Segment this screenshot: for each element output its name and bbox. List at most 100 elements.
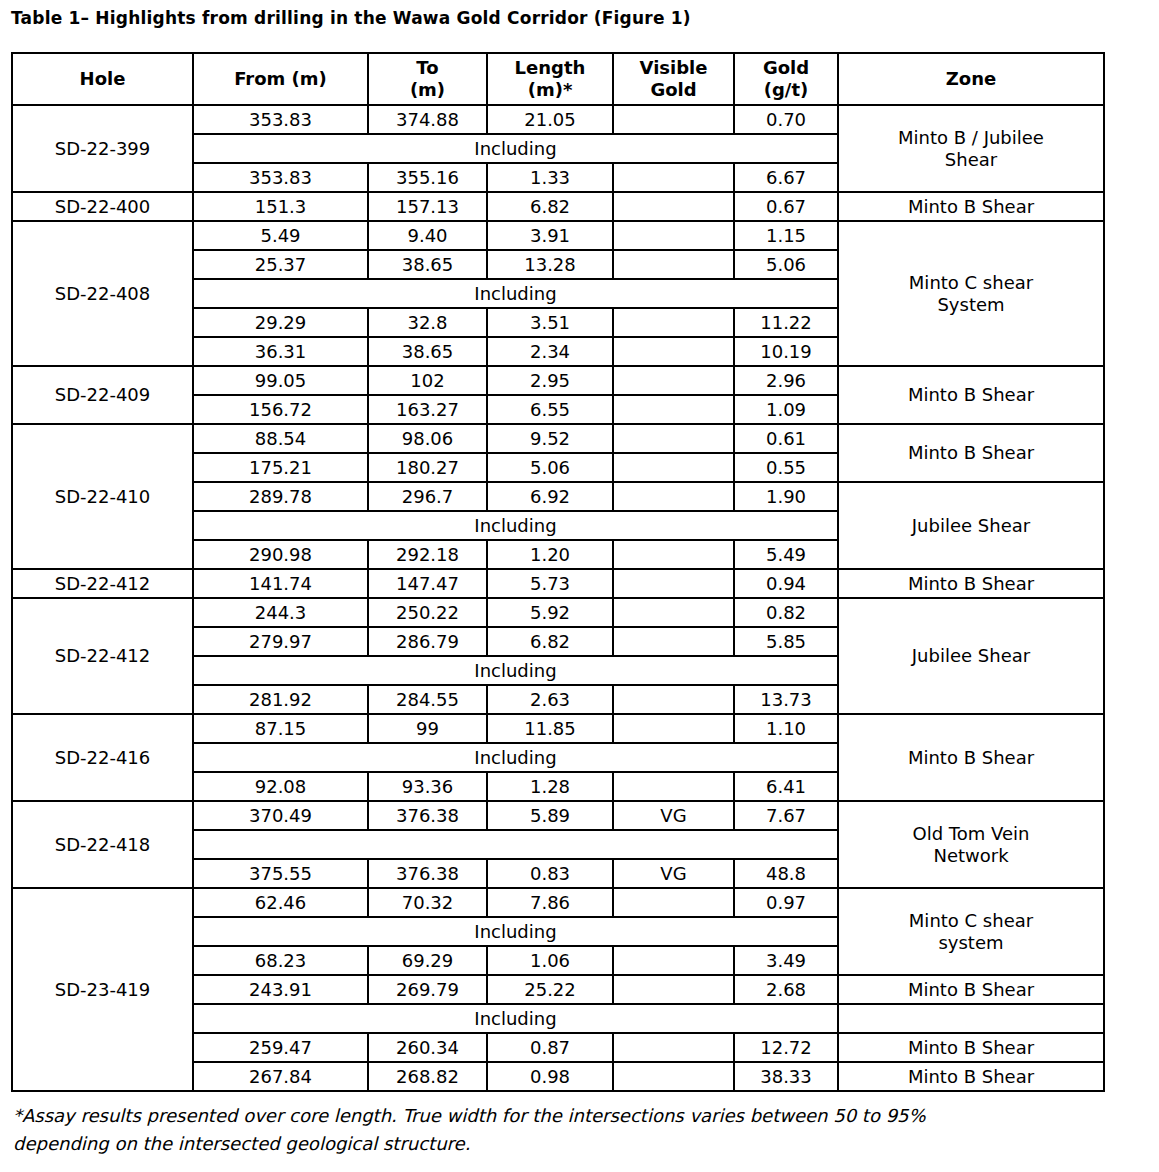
from-cell: 68.23 [193, 946, 368, 975]
zone-cell: Minto B Shear [838, 1062, 1104, 1091]
to-cell: 376.38 [368, 801, 487, 830]
table-row: SD-22-40999.051022.952.96Minto B Shear [12, 366, 1104, 395]
table-row: SD-22-412141.74147.475.730.94Minto B She… [12, 569, 1104, 598]
visible-gold-cell [613, 975, 734, 1004]
zone-cell: Minto C shear system [838, 888, 1104, 975]
gold-cell: 12.72 [734, 1033, 838, 1062]
to-cell: 296.7 [368, 482, 487, 511]
visible-gold-cell [613, 308, 734, 337]
from-cell: 279.97 [193, 627, 368, 656]
length-cell: 6.55 [487, 395, 613, 424]
header-row: HoleFrom (m)To (m)Length (m)*Visible Gol… [12, 53, 1104, 105]
to-cell: 98.06 [368, 424, 487, 453]
hole-cell: SD-22-408 [12, 221, 193, 366]
to-cell: 250.22 [368, 598, 487, 627]
document-page: Table 1– Highlights from drilling in the… [0, 0, 1159, 1172]
to-cell: 284.55 [368, 685, 487, 714]
gold-cell: 2.96 [734, 366, 838, 395]
table-title: Table 1– Highlights from drilling in the… [11, 8, 691, 28]
hole-cell: SD-22-399 [12, 105, 193, 192]
hole-cell: SD-23-419 [12, 888, 193, 1091]
length-cell: 6.82 [487, 192, 613, 221]
from-cell: 267.84 [193, 1062, 368, 1091]
length-cell: 6.92 [487, 482, 613, 511]
from-cell: 289.78 [193, 482, 368, 511]
visible-gold-cell [613, 250, 734, 279]
column-header-from: From (m) [193, 53, 368, 105]
hole-cell: SD-22-418 [12, 801, 193, 888]
table-row: SD-22-41088.5498.069.520.61Minto B Shear [12, 424, 1104, 453]
hole-cell: SD-22-412 [12, 569, 193, 598]
visible-gold-cell [613, 888, 734, 917]
to-cell: 286.79 [368, 627, 487, 656]
visible-gold-cell [613, 685, 734, 714]
visible-gold-cell [613, 946, 734, 975]
from-cell: 141.74 [193, 569, 368, 598]
table-row: SD-22-399353.83374.8821.050.70Minto B / … [12, 105, 1104, 134]
zone-cell: Minto B Shear [838, 569, 1104, 598]
including-cell: Including [193, 134, 838, 163]
zone-cell [838, 1004, 1104, 1033]
to-cell: 38.65 [368, 250, 487, 279]
length-cell: 5.89 [487, 801, 613, 830]
gold-cell: 3.49 [734, 946, 838, 975]
column-header-hole: Hole [12, 53, 193, 105]
column-header-to: To (m) [368, 53, 487, 105]
hole-cell: SD-22-412 [12, 598, 193, 714]
zone-cell: Jubilee Shear [838, 598, 1104, 714]
visible-gold-cell [613, 1033, 734, 1062]
visible-gold-cell [613, 395, 734, 424]
visible-gold-cell [613, 540, 734, 569]
from-cell: 99.05 [193, 366, 368, 395]
gold-cell: 38.33 [734, 1062, 838, 1091]
visible-gold-cell [613, 105, 734, 134]
length-cell: 5.06 [487, 453, 613, 482]
to-cell: 9.40 [368, 221, 487, 250]
to-cell: 157.13 [368, 192, 487, 221]
visible-gold-cell [613, 337, 734, 366]
from-cell: 259.47 [193, 1033, 368, 1062]
visible-gold-cell [613, 1062, 734, 1091]
visible-gold-cell [613, 772, 734, 801]
length-cell: 5.92 [487, 598, 613, 627]
length-cell: 5.73 [487, 569, 613, 598]
table-row: SD-22-4085.499.403.911.15Minto C shear S… [12, 221, 1104, 250]
column-header-vg: Visible Gold [613, 53, 734, 105]
from-cell: 244.3 [193, 598, 368, 627]
including-cell: Including [193, 1004, 838, 1033]
visible-gold-cell: VG [613, 859, 734, 888]
including-cell [193, 830, 838, 859]
to-cell: 260.34 [368, 1033, 487, 1062]
zone-cell: Minto C shear System [838, 221, 1104, 366]
gold-cell: 5.49 [734, 540, 838, 569]
length-cell: 7.86 [487, 888, 613, 917]
zone-cell: Minto B Shear [838, 714, 1104, 801]
visible-gold-cell [613, 453, 734, 482]
length-cell: 0.83 [487, 859, 613, 888]
to-cell: 180.27 [368, 453, 487, 482]
to-cell: 93.36 [368, 772, 487, 801]
column-header-gold: Gold (g/t) [734, 53, 838, 105]
from-cell: 5.49 [193, 221, 368, 250]
drill-results-table: HoleFrom (m)To (m)Length (m)*Visible Gol… [11, 52, 1105, 1092]
visible-gold-cell [613, 627, 734, 656]
gold-cell: 2.68 [734, 975, 838, 1004]
visible-gold-cell: VG [613, 801, 734, 830]
including-cell: Including [193, 917, 838, 946]
length-cell: 21.05 [487, 105, 613, 134]
to-cell: 374.88 [368, 105, 487, 134]
gold-cell: 11.22 [734, 308, 838, 337]
hole-cell: SD-22-416 [12, 714, 193, 801]
to-cell: 38.65 [368, 337, 487, 366]
from-cell: 353.83 [193, 163, 368, 192]
visible-gold-cell [613, 569, 734, 598]
to-cell: 102 [368, 366, 487, 395]
from-cell: 25.37 [193, 250, 368, 279]
hole-cell: SD-22-409 [12, 366, 193, 424]
gold-cell: 1.90 [734, 482, 838, 511]
table-row: SD-23-41962.4670.327.860.97Minto C shear… [12, 888, 1104, 917]
to-cell: 355.16 [368, 163, 487, 192]
to-cell: 292.18 [368, 540, 487, 569]
footnote-line-1: *Assay results presented over core lengt… [13, 1102, 926, 1130]
gold-cell: 0.70 [734, 105, 838, 134]
